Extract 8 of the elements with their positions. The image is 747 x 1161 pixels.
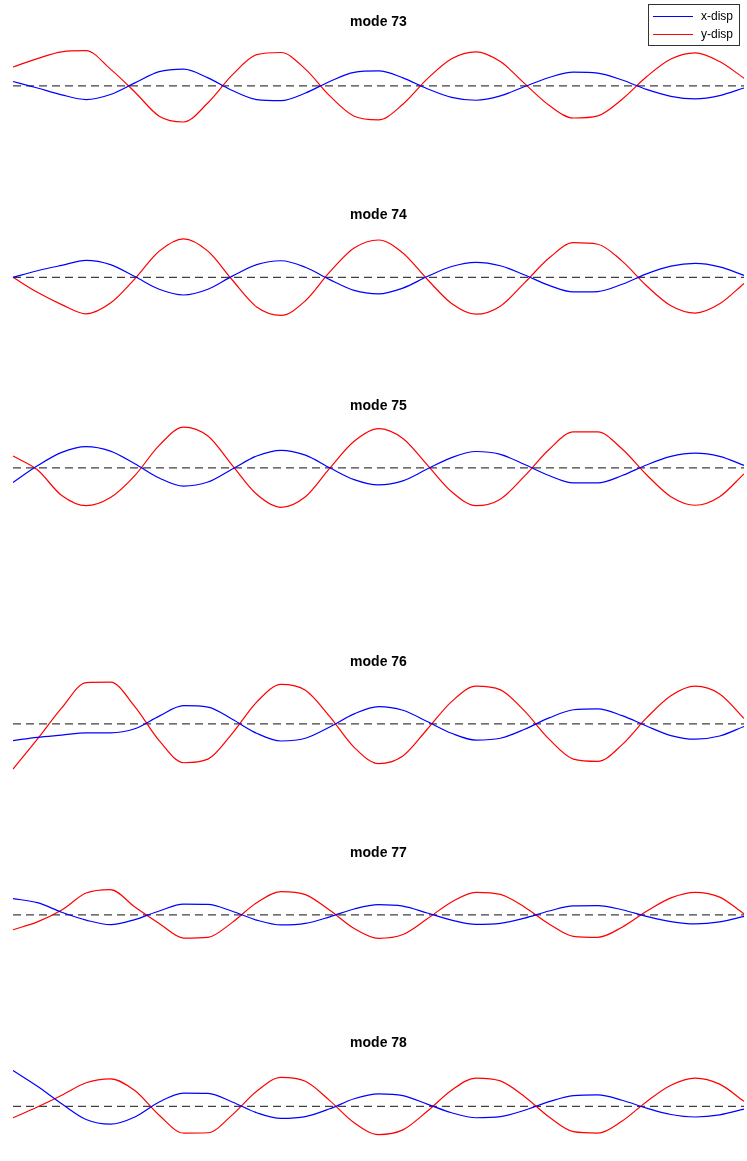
legend-label: x-disp — [700, 9, 733, 23]
legend-label: y-disp — [700, 27, 733, 41]
chart-title: mode 78 — [349, 1034, 408, 1050]
chart-title: mode 75 — [349, 397, 408, 413]
chart-title: mode 74 — [349, 206, 408, 222]
chart-title: mode 76 — [349, 653, 408, 669]
chart-title: mode 73 — [350, 13, 407, 29]
chart-title: mode 77 — [349, 844, 408, 860]
